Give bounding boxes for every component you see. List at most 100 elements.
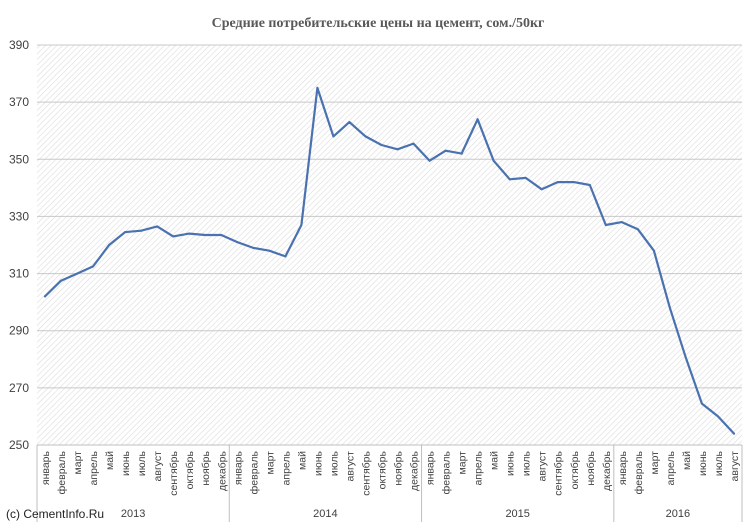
x-tick-label: апрель <box>280 450 292 485</box>
x-tick-label: ноябрь <box>393 450 405 485</box>
x-tick-label: январь <box>617 450 629 485</box>
data-point <box>380 144 383 146</box>
data-point <box>556 181 559 184</box>
y-tick-label: 390 <box>9 38 29 52</box>
data-point <box>300 224 303 226</box>
x-tick-label: май <box>296 451 308 470</box>
data-point <box>156 225 159 228</box>
data-point <box>508 178 511 181</box>
x-tick-label: март <box>264 451 276 475</box>
x-tick-label: февраль <box>633 450 645 494</box>
y-tick-label: 250 <box>9 438 29 452</box>
data-point <box>604 224 607 226</box>
x-tick-label: октябрь <box>184 450 196 489</box>
data-point <box>284 255 287 258</box>
y-tick-label: 330 <box>9 209 29 223</box>
data-point <box>716 415 719 418</box>
data-point <box>188 232 191 235</box>
plot-area <box>37 45 742 445</box>
data-point <box>332 135 335 138</box>
data-point <box>700 402 703 405</box>
x-tick-label: июнь <box>505 450 517 476</box>
data-point <box>140 229 143 232</box>
data-point <box>204 234 207 236</box>
x-tick-label: июль <box>328 450 340 476</box>
data-point <box>684 356 687 359</box>
x-tick-label: апрель <box>88 450 100 485</box>
data-point <box>460 152 463 155</box>
data-point <box>108 244 111 246</box>
data-point <box>412 142 415 145</box>
data-point <box>428 159 431 162</box>
data-point <box>348 121 351 124</box>
x-tick-label: май <box>489 451 501 470</box>
data-point <box>396 148 399 151</box>
data-point <box>268 249 271 252</box>
data-point <box>124 231 127 234</box>
x-tick-label: октябрь <box>376 450 388 489</box>
data-point <box>476 118 479 121</box>
y-tick-label: 370 <box>9 95 29 109</box>
x-tick-label: декабрь <box>601 450 613 490</box>
data-point <box>492 159 495 162</box>
data-point <box>252 246 255 249</box>
x-tick-label: февраль <box>248 450 260 494</box>
x-tick-label: август <box>537 451 549 482</box>
x-tick-label: декабрь <box>216 450 228 490</box>
data-point <box>668 306 671 309</box>
x-tick-label: август <box>152 451 164 482</box>
x-tick-label: июль <box>713 450 725 476</box>
data-point <box>364 135 367 138</box>
x-tick-label: май <box>681 451 693 470</box>
y-tick-label: 310 <box>9 267 29 281</box>
data-point <box>236 241 239 244</box>
data-point <box>316 86 319 89</box>
x-tick-label: январь <box>425 450 437 485</box>
data-point <box>540 188 543 191</box>
year-label: 2014 <box>313 508 337 520</box>
x-tick-label: июнь <box>120 450 132 476</box>
x-tick-label: февраль <box>56 450 68 494</box>
year-label: 2013 <box>121 508 145 520</box>
data-point <box>588 184 591 186</box>
x-tick-label: ноябрь <box>200 450 212 485</box>
x-tick-label: сентябрь <box>360 450 372 495</box>
x-tick-label: февраль <box>441 450 453 494</box>
data-point <box>732 432 735 435</box>
x-tick-label: апрель <box>473 450 485 485</box>
data-point <box>652 249 655 252</box>
x-tick-label: январь <box>232 450 244 485</box>
data-point <box>60 279 63 282</box>
data-point <box>92 265 95 268</box>
data-point <box>220 234 223 236</box>
x-axis: январь февраль март апрель май июнь июль август… <box>36 444 743 522</box>
year-label: 2015 <box>505 508 529 520</box>
y-tick-label: 270 <box>9 381 29 395</box>
series-line <box>43 86 736 435</box>
x-tick-label: ноябрь <box>585 450 597 485</box>
series-group <box>43 86 736 435</box>
data-point <box>636 228 639 231</box>
gridlines <box>37 44 742 446</box>
year-label: 2016 <box>666 508 690 520</box>
x-tick-label: август <box>729 451 741 482</box>
x-tick-label: март <box>457 451 469 475</box>
credit-text: (c) CementInfo.Ru <box>6 507 105 521</box>
x-tick-label: август <box>344 451 356 482</box>
x-tick-label: декабрь <box>409 450 421 490</box>
x-tick-label: сентябрь <box>553 450 565 495</box>
x-tick-label: июль <box>136 450 148 476</box>
x-tick-label: март <box>72 451 84 475</box>
data-point <box>76 272 79 275</box>
x-tick-label: май <box>104 451 116 470</box>
x-tick-label: июнь <box>312 450 324 476</box>
data-point <box>44 295 47 298</box>
y-tick-label: 350 <box>9 152 29 166</box>
data-point <box>524 176 527 179</box>
data-point <box>172 235 175 238</box>
y-tick-label: 290 <box>9 324 29 338</box>
x-tick-label: апрель <box>665 450 677 485</box>
x-tick-label: март <box>649 451 661 475</box>
x-tick-label: январь <box>40 450 52 485</box>
